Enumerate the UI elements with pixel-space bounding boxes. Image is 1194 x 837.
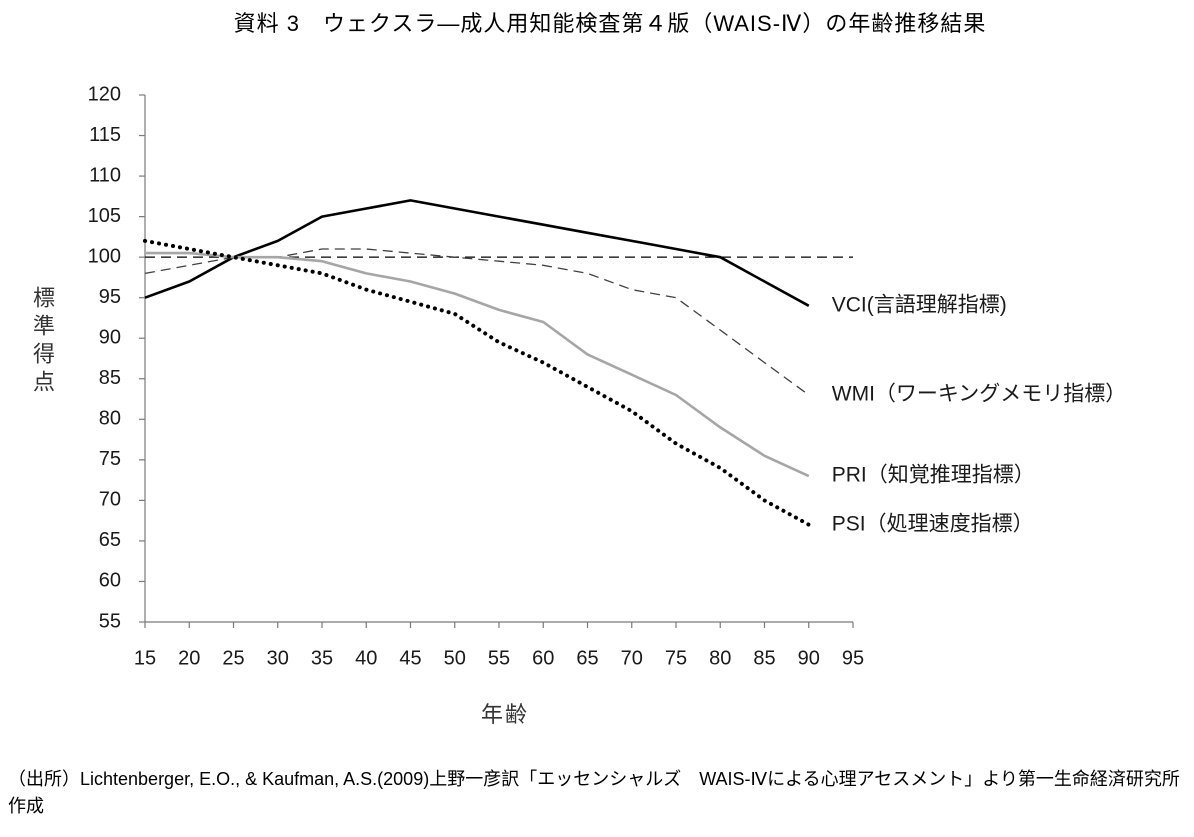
y-ticks: 55 60 65 70 75 80 85 90 95 100 105 110 115 120 [88, 83, 145, 632]
y-tick-label: 120 [88, 83, 121, 105]
x-axis: 15 20 25 30 35 40 45 50 55 60 65 70 75 80 85 90 95 [134, 621, 864, 669]
y-tick-label: 75 [99, 448, 121, 470]
y-tick-label: 90 [99, 327, 121, 349]
x-ticks: 15 20 25 30 35 40 45 50 55 60 65 70 75 80 85 90 95 [134, 622, 864, 669]
chart-title: 資料 3 ウェクスラ—成人用知能検査第４版（WAIS-Ⅳ）の年齢推移結果 [233, 11, 987, 36]
source-footnote: （出所）Lichtenberger, E.O., & Kaufman, A.S.… [8, 769, 1180, 816]
x-tick-label: 55 [488, 647, 510, 669]
x-tick-label: 90 [798, 647, 820, 669]
series-label-psi: PSI（処理速度指標） [832, 512, 1034, 535]
series-lines [143, 199, 811, 527]
x-tick-label: 35 [311, 647, 333, 669]
y-tick-label: 100 [88, 245, 121, 267]
y-tick-label: 80 [99, 408, 121, 430]
series-label-wmi: WMI（ワーキングメモリ指標） [832, 383, 1127, 406]
line-chart: 55 60 65 70 75 80 85 90 95 100 105 110 115 120 15 20 25… [88, 83, 1127, 669]
y-tick-label: 95 [99, 286, 121, 308]
series-line-pri [145, 251, 810, 478]
series-line-psi [143, 238, 811, 527]
x-tick-label: 75 [665, 647, 687, 669]
series-label-pri: PRI（知覚推理指標） [832, 464, 1035, 487]
x-tick-label: 45 [399, 647, 421, 669]
y-tick-label: 115 [89, 124, 121, 146]
series-label-vci: VCI(言語理解指標) [832, 293, 1007, 316]
x-tick-label: 40 [355, 647, 377, 669]
series-line-wmi [144, 248, 810, 396]
y-tick-label: 55 [99, 610, 121, 632]
y-tick-label: 70 [99, 489, 121, 511]
x-tick-label: 25 [222, 647, 244, 669]
y-tick-label: 85 [99, 367, 121, 389]
x-tick-label: 65 [576, 647, 598, 669]
x-tick-label: 15 [134, 647, 156, 669]
x-tick-label: 20 [178, 647, 200, 669]
series-line-vci [144, 199, 810, 307]
y-axis-title: 標準得点 [30, 286, 55, 398]
x-axis-title: 年齢 [480, 702, 529, 727]
series-labels: VCI(言語理解指標) WMI（ワーキングメモリ指標） PRI（知覚推理指標） PSI… [832, 293, 1127, 535]
y-tick-label: 105 [88, 205, 121, 227]
y-tick-label: 60 [99, 570, 121, 592]
y-tick-label: 110 [89, 164, 121, 186]
x-tick-label: 50 [444, 647, 466, 669]
x-tick-label: 80 [709, 647, 731, 669]
x-tick-label: 70 [621, 647, 643, 669]
y-axis: 55 60 65 70 75 80 85 90 95 100 105 110 115 120 [88, 83, 146, 632]
y-tick-label: 65 [99, 529, 121, 551]
x-tick-label: 85 [753, 647, 775, 669]
x-tick-label: 30 [267, 647, 289, 669]
x-tick-label: 60 [532, 647, 554, 669]
x-tick-label: 95 [842, 647, 864, 669]
